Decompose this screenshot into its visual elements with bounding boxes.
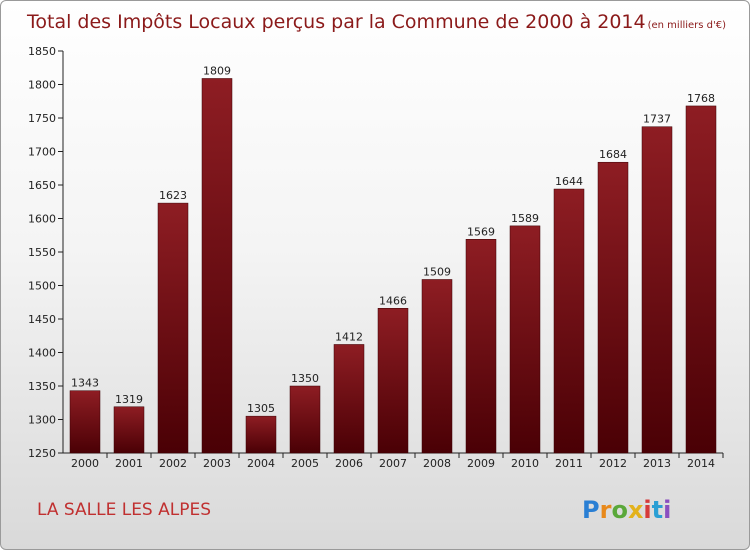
bar-2004 (245, 415, 277, 454)
y-tick-label: 1250 (28, 447, 56, 460)
x-tick-label: 2006 (335, 457, 363, 470)
x-tick-label: 2013 (643, 457, 671, 470)
logo-letter: x (628, 496, 644, 524)
x-tick-label: 2002 (159, 457, 187, 470)
value-label-2006: 1412 (335, 330, 363, 343)
logo-letter: r (600, 496, 612, 524)
x-tick-label: 2001 (115, 457, 143, 470)
x-tick-label: 2014 (687, 457, 715, 470)
y-axis: 1250 1300 1350 1400 1450 1500 1550 1600 1650 1700… (28, 45, 64, 460)
y-tick-label: 1300 (28, 414, 56, 427)
bar-2011 (553, 188, 585, 454)
x-tick-label: 2009 (467, 457, 495, 470)
y-tick-label: 1450 (28, 313, 56, 326)
bar-2013 (641, 126, 673, 454)
bar-2014 (685, 105, 717, 454)
x-tick-label: 2012 (599, 457, 627, 470)
bar-2003 (201, 78, 233, 454)
y-tick-label: 1500 (28, 280, 56, 293)
x-tick-label: 2000 (71, 457, 99, 470)
bar-2007 (377, 308, 409, 454)
chart-title-main: Total des Impôts Locaux perçus par la Co… (26, 11, 646, 33)
y-tick-label: 1550 (28, 246, 56, 259)
bar-2005 (289, 385, 321, 454)
value-label-2013: 1737 (643, 113, 671, 126)
value-label-2004: 1305 (247, 402, 275, 415)
x-tick-label: 2003 (203, 457, 231, 470)
value-label-2014: 1768 (687, 92, 715, 105)
value-label-2008: 1509 (423, 265, 451, 278)
y-tick-label: 1800 (28, 79, 56, 92)
logo-letter: t (652, 496, 663, 524)
bar-2006 (333, 344, 365, 454)
bar-2001 (113, 406, 145, 454)
value-label-2007: 1466 (379, 294, 407, 307)
y-tick-label: 1650 (28, 179, 56, 192)
value-label-2010: 1589 (511, 212, 539, 225)
value-label-2000: 1343 (71, 377, 99, 390)
y-tick-label: 1600 (28, 213, 56, 226)
value-label-2012: 1684 (599, 148, 627, 161)
logo-letter: i (643, 496, 651, 524)
value-label-2003: 1809 (203, 64, 231, 77)
logo-letter: o (611, 496, 628, 524)
y-tick-label: 1350 (28, 380, 56, 393)
proxiti-logo: Proxiti (582, 496, 671, 524)
x-tick-label: 2005 (291, 457, 319, 470)
bar-2009 (465, 239, 497, 454)
bar-2010 (509, 225, 541, 454)
value-labels-group: 1343 1319 1623 1809 1305 1350 1412 1466 1509 1569… (71, 64, 715, 415)
x-tick-label: 2010 (511, 457, 539, 470)
bar-2002 (157, 202, 189, 454)
x-tick-label: 2007 (379, 457, 407, 470)
bar-2008 (421, 279, 453, 454)
logo-letter: P (582, 496, 600, 524)
value-label-2009: 1569 (467, 225, 495, 238)
x-tick-label: 2008 (423, 457, 451, 470)
bars-group (69, 78, 717, 454)
logo-letter: i (663, 496, 671, 524)
value-label-2002: 1623 (159, 189, 187, 202)
y-tick-label: 1700 (28, 146, 56, 159)
bar-2012 (597, 161, 629, 454)
y-tick-label: 1750 (28, 112, 56, 125)
commune-name: LA SALLE LES ALPES (37, 500, 211, 520)
x-tick-label: 2011 (555, 457, 583, 470)
value-label-2011: 1644 (555, 175, 583, 188)
y-tick-label: 1850 (28, 45, 56, 58)
y-tick-label: 1400 (28, 347, 56, 360)
value-label-2005: 1350 (291, 372, 319, 385)
x-axis: 2000 2001 2002 2003 2004 2005 2006 2007 2008 2009… (63, 452, 724, 470)
chart-title: Total des Impôts Locaux perçus par la Co… (26, 11, 726, 33)
bar-2000 (69, 390, 101, 454)
chart-title-unit: (en milliers d'€) (648, 20, 727, 31)
value-label-2001: 1319 (115, 393, 143, 406)
x-tick-label: 2004 (247, 457, 275, 470)
